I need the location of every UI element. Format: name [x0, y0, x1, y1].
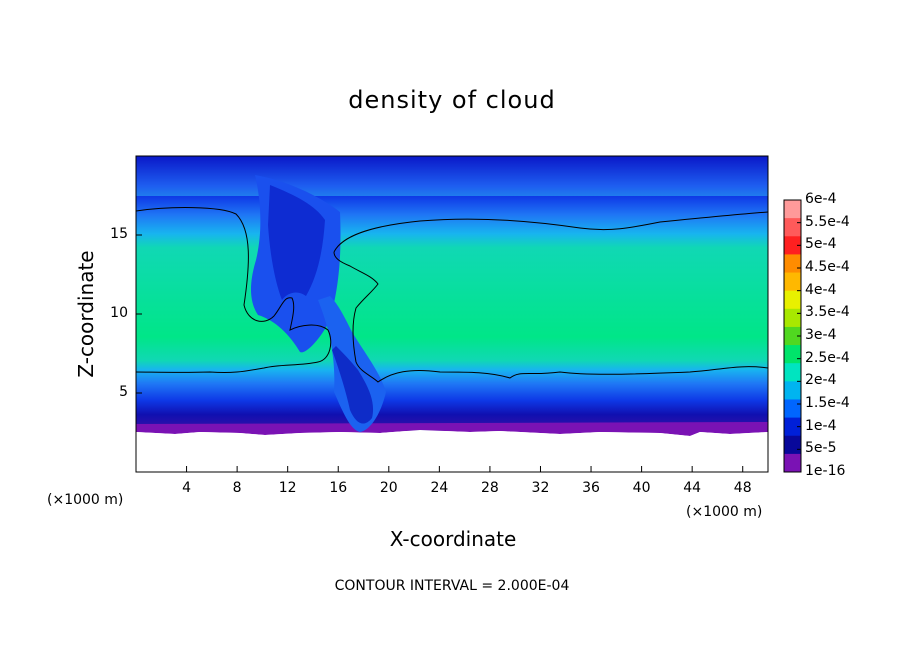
colorbar-swatch [784, 345, 801, 364]
field-contour-line [136, 207, 768, 383]
y-tick-label: 5 [119, 384, 128, 400]
colorbar-swatch [784, 399, 801, 419]
x-tick-label: 36 [582, 480, 600, 496]
x-tick-label: 16 [329, 480, 348, 496]
colorbar-label: 1.5e-4 [805, 395, 850, 411]
colorbar-label: 3.5e-4 [805, 304, 850, 321]
x-tick-label: 40 [632, 480, 651, 496]
field-base-purple [136, 422, 768, 436]
x-tick-label: 24 [430, 480, 449, 496]
colorbar-label: 2e-4 [805, 372, 837, 389]
x-tick-label: 28 [480, 480, 499, 496]
x-tick-marks [186, 466, 744, 472]
x-tick-label: 4 [182, 480, 191, 496]
colorbar-swatch [784, 308, 801, 328]
x-tick-label: 44 [683, 480, 702, 496]
x-unit-label: (×1000 m) [686, 504, 763, 520]
y-tick-marks [136, 234, 142, 394]
field-updraft-core [332, 346, 374, 424]
x-axis-label: X-coordinate [389, 527, 517, 551]
colorbar-swatch [784, 417, 801, 437]
x-tick-label: 12 [278, 480, 297, 496]
colorbar-label: 6e-4 [805, 191, 837, 207]
field-dry-core [268, 185, 325, 300]
colorbar-label: 4e-4 [805, 281, 837, 298]
chart-title: density of cloud [348, 86, 556, 114]
colorbar [783, 199, 802, 473]
density-field [136, 156, 768, 472]
colorbar-swatch [784, 381, 801, 400]
colorbar-label: 1e-16 [805, 463, 846, 479]
colorbar-swatch [784, 254, 801, 274]
x-tick-label: 48 [733, 480, 752, 496]
colorbar-swatch [784, 236, 801, 255]
colorbar-label: 1e-4 [805, 417, 837, 434]
colorbar-label: 4.5e-4 [805, 259, 850, 275]
colorbar-swatch [784, 435, 801, 455]
colorbar-swatch [784, 290, 801, 310]
x-tick-label: 8 [232, 480, 242, 496]
y-axis-label: Z-coordinate [74, 250, 98, 378]
colorbar-swatch [784, 326, 801, 346]
field-main-band [136, 196, 768, 431]
colorbar-label: 5.5e-4 [805, 213, 850, 230]
colorbar-label: 3e-4 [805, 327, 837, 343]
y-tick-label: 10 [110, 305, 128, 321]
colorbar-swatch [784, 218, 801, 237]
colorbar-label: 5e-5 [805, 440, 837, 457]
field-bottom-blank [136, 430, 768, 472]
x-tick-label: 32 [531, 480, 550, 496]
colorbar-swatch [784, 363, 801, 382]
colorbar-label: 2.5e-4 [805, 349, 850, 366]
x-tick-label: 20 [379, 480, 398, 496]
contour-interval-note: CONTOUR INTERVAL = 2.000E-04 [334, 578, 570, 594]
y-tick-label: 15 [110, 226, 128, 242]
colorbar-swatch [784, 200, 801, 219]
colorbar-swatch [784, 272, 801, 292]
colorbar-label: 5e-4 [805, 236, 837, 253]
y-unit-label: (×1000 m) [47, 492, 124, 508]
colorbar-swatch [784, 453, 801, 473]
